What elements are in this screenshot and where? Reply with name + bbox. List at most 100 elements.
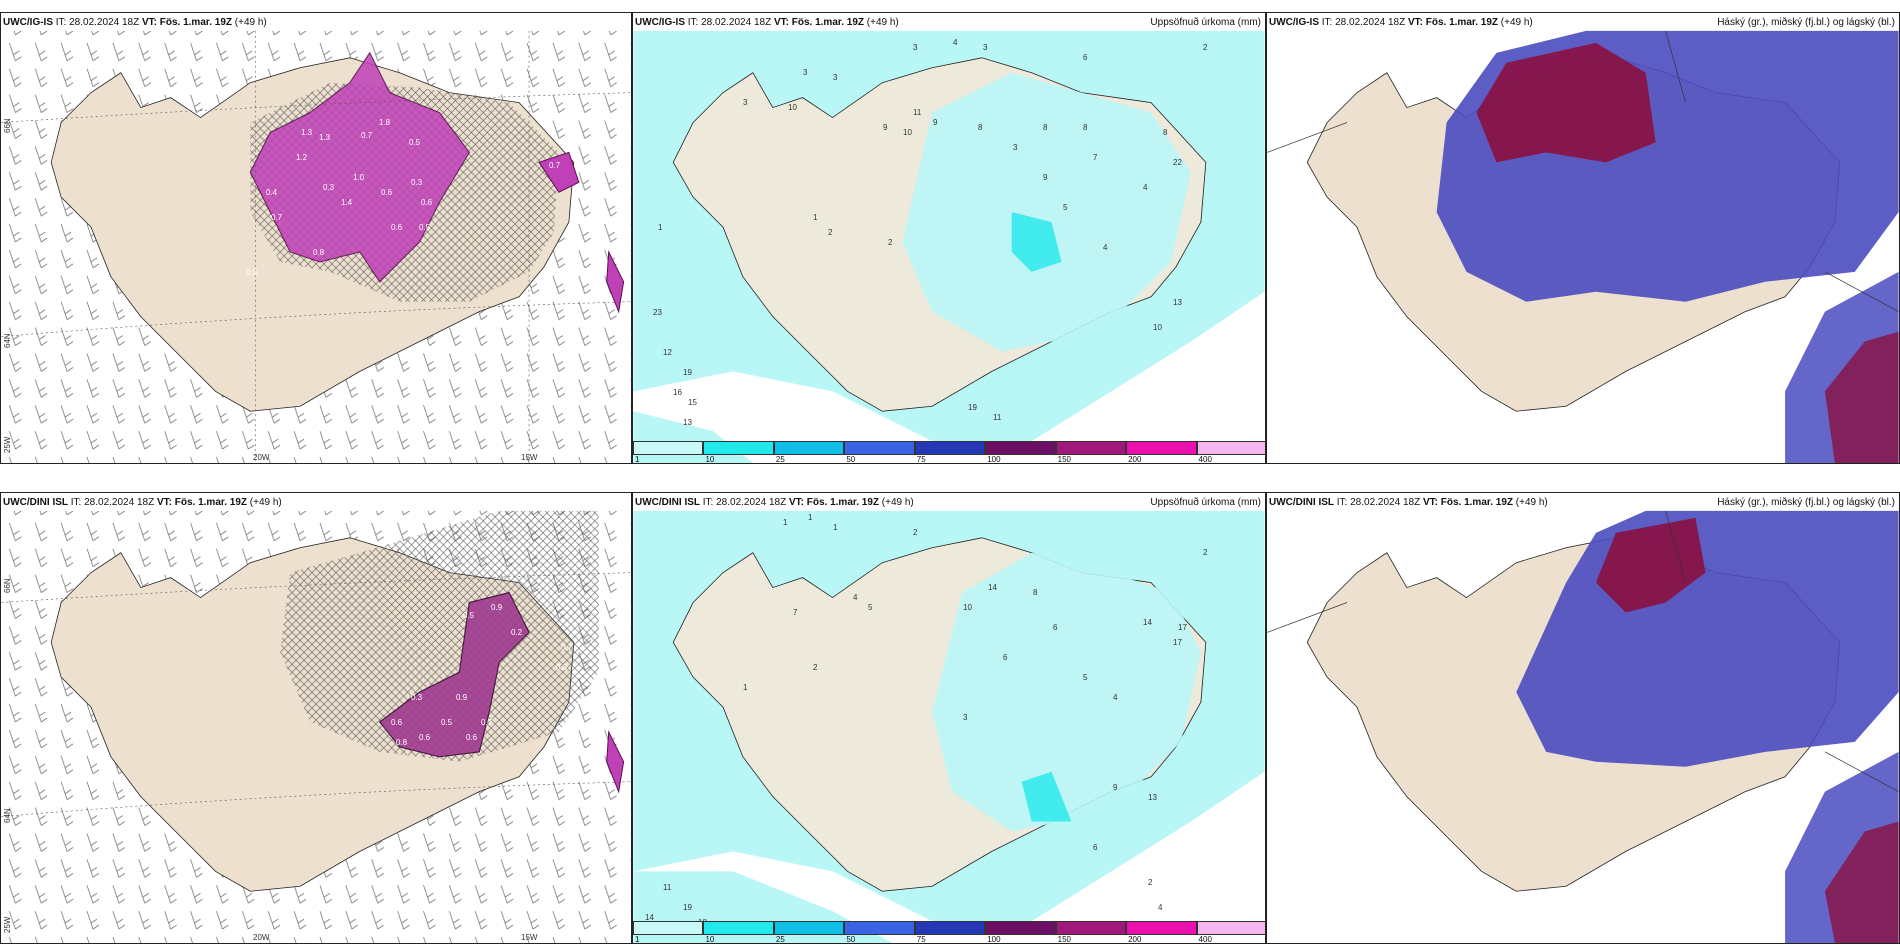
snow-label: 0.5 bbox=[441, 718, 453, 727]
precip-value: 4 bbox=[1158, 903, 1163, 912]
precip-value: 3 bbox=[983, 43, 988, 52]
lon-label: 20W bbox=[253, 933, 270, 942]
colorbar-tick: 400 bbox=[1198, 455, 1212, 464]
colorbar-tick: 75 bbox=[916, 935, 926, 944]
precip-value: 5 bbox=[1063, 203, 1068, 212]
precip-value: 2 bbox=[828, 228, 833, 237]
colorbar-tick: 10 bbox=[705, 455, 715, 464]
panel-title: UWC/DINI ISL IT: 28.02.2024 18Z VT: Fös.… bbox=[635, 497, 914, 508]
snow-label: 0.8 bbox=[246, 268, 258, 277]
panel-precip-dini-isl: UWC/DINI ISL IT: 28.02.2024 18Z VT: Fös.… bbox=[632, 492, 1266, 944]
precip-value: 1 bbox=[658, 223, 663, 232]
snow-label: 0.6 bbox=[391, 223, 403, 232]
colorbar-tick: 50 bbox=[846, 455, 856, 464]
snow-label: 1.2 bbox=[296, 153, 308, 162]
snow-label: 0.7 bbox=[549, 161, 561, 170]
panel-title: UWC/IG-IS IT: 28.02.2024 18Z VT: Fös. 1.… bbox=[1269, 17, 1533, 28]
precip-value: 11 bbox=[663, 883, 672, 892]
panel-wind-ig-is: UWC/IG-IS IT: 28.02.2024 18Z VT: Fös. 1.… bbox=[0, 12, 632, 464]
precip-value: 4 bbox=[1103, 243, 1108, 252]
colorbar-segment bbox=[985, 441, 1056, 455]
snow-label: 0.9 bbox=[456, 693, 468, 702]
colorbar-segment bbox=[1055, 441, 1127, 455]
panel-precip-ig-is: UWC/IG-IS IT: 28.02.2024 18Z VT: Fös. 1.… bbox=[632, 12, 1266, 464]
snow-label: 0.3 bbox=[411, 178, 423, 187]
snow-label: 0.5 bbox=[419, 223, 431, 232]
lat-label: 25W bbox=[3, 916, 12, 933]
snow-label: 0.5 bbox=[409, 138, 421, 147]
precip-value: 3 bbox=[1013, 143, 1018, 152]
lon-label: 20W bbox=[253, 453, 270, 462]
colorbar-tick: 100 bbox=[987, 455, 1001, 464]
precip-value: 22 bbox=[1173, 158, 1182, 167]
panel-subtitle: Háský (gr.), miðský (fj.bl.) og lágský (… bbox=[1717, 17, 1895, 28]
panel-subtitle: Uppsöfnuð úrkoma (mm) bbox=[1150, 497, 1261, 508]
snow-label: 0.9 bbox=[491, 603, 503, 612]
precip-value: 23 bbox=[653, 308, 662, 317]
precip-value: 3 bbox=[803, 68, 808, 77]
colorbar-tick: 200 bbox=[1128, 455, 1142, 464]
precip-value: 17 bbox=[1178, 623, 1187, 632]
colorbar-segment bbox=[1126, 921, 1197, 935]
colorbar-tick: 1 bbox=[635, 455, 640, 464]
precip-value: 2 bbox=[1203, 548, 1208, 557]
snow-label: 0.6 bbox=[466, 733, 478, 742]
precip-value: 8 bbox=[1033, 588, 1038, 597]
snow-label: 0.8 bbox=[396, 738, 408, 747]
snow-label: 0.7 bbox=[481, 718, 493, 727]
precip-value: 4 bbox=[1113, 693, 1118, 702]
precip-value: 2 bbox=[1148, 878, 1153, 887]
panel-title: UWC/DINI ISL IT: 28.02.2024 18Z VT: Fös.… bbox=[1269, 497, 1548, 508]
precip-value: 9 bbox=[1113, 783, 1118, 792]
precip-value: 3 bbox=[963, 713, 968, 722]
lat-label: 66N bbox=[3, 118, 12, 133]
colorbar-tick: 25 bbox=[775, 935, 785, 944]
colorbar-segment bbox=[1055, 921, 1127, 935]
precip-value: 16 bbox=[673, 388, 682, 397]
precip-value: 12 bbox=[663, 348, 672, 357]
cloud-map bbox=[1267, 30, 1899, 463]
cloud-map bbox=[1267, 510, 1899, 943]
precip-value: 3 bbox=[743, 98, 748, 107]
precip-value: 1 bbox=[783, 518, 788, 527]
precip-value: 14 bbox=[645, 913, 654, 922]
snow-label: 0.3 bbox=[323, 183, 335, 192]
precip-value: 19 bbox=[683, 368, 692, 377]
colorbar-segment bbox=[1196, 921, 1265, 935]
snow-label: 0.6 bbox=[419, 733, 431, 742]
snow-label: 0.3 bbox=[556, 663, 568, 672]
snow-label: 0.5 bbox=[463, 611, 475, 620]
colorbar-segment bbox=[633, 921, 704, 935]
precip-value: 9 bbox=[1043, 173, 1048, 182]
precip-value: 4 bbox=[853, 593, 858, 602]
colorbar-tick: 150 bbox=[1057, 935, 1072, 944]
colorbar-tick: 50 bbox=[846, 935, 856, 944]
precip-value: 1 bbox=[808, 513, 813, 522]
lat-label: 64N bbox=[3, 808, 12, 823]
precip-value: 3 bbox=[833, 73, 838, 82]
panel-subtitle: Uppsöfnuð úrkoma (mm) bbox=[1150, 17, 1261, 28]
precip-value: 7 bbox=[1093, 153, 1098, 162]
precip-value: 2 bbox=[1203, 43, 1208, 52]
wind-map bbox=[1, 510, 631, 943]
colorbar-segment bbox=[1126, 441, 1197, 455]
precip-value: 1 bbox=[743, 683, 748, 692]
precip-value: 5 bbox=[1083, 673, 1088, 682]
panel-subtitle: Háský (gr.), miðský (fj.bl.) og lágský (… bbox=[1717, 497, 1895, 508]
precip-map bbox=[633, 510, 1265, 943]
precip-value: 8 bbox=[1043, 123, 1048, 132]
panel-clouds-ig-is: UWC/IG-IS IT: 28.02.2024 18Z VT: Fös. 1.… bbox=[1266, 12, 1900, 464]
precip-value: 2 bbox=[813, 663, 818, 672]
precip-value: 3 bbox=[913, 43, 918, 52]
colorbar-tick: 400 bbox=[1198, 935, 1212, 944]
precip-value: 15 bbox=[688, 398, 697, 407]
snow-label: 0.6 bbox=[421, 198, 433, 207]
precip-value: 19 bbox=[683, 903, 692, 912]
precip-value: 10 bbox=[903, 128, 912, 137]
panel-clouds-dini-isl: UWC/DINI ISL IT: 28.02.2024 18Z VT: Fös.… bbox=[1266, 492, 1900, 944]
colorbar-tick: 25 bbox=[775, 455, 785, 464]
precip-colorbar: 1 10 25 50 75 100 150 200 400 bbox=[633, 921, 1265, 943]
precip-value: 10 bbox=[963, 603, 972, 612]
panel-wind-dini-isl: UWC/DINI ISL IT: 28.02.2024 18Z VT: Fös.… bbox=[0, 492, 632, 944]
snow-label: 0.6 bbox=[391, 718, 403, 727]
